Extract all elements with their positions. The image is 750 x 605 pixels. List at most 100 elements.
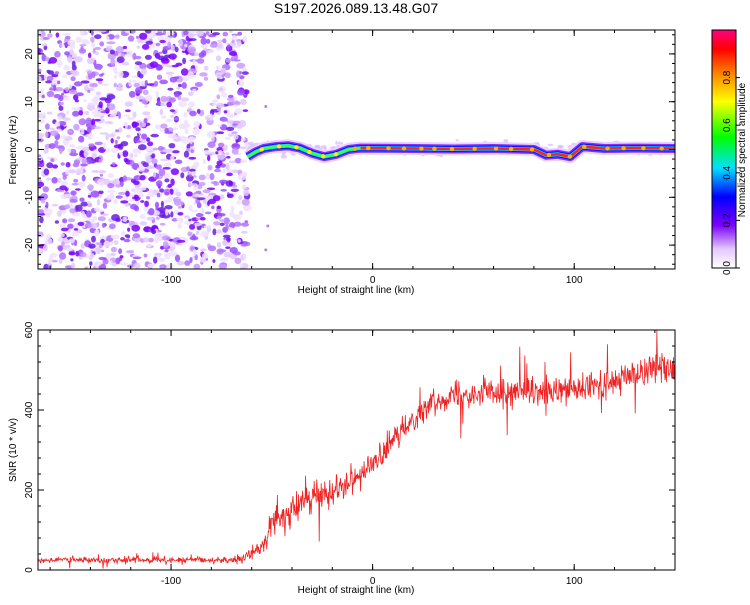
- noise-speck: [216, 106, 222, 112]
- noise-speck: [63, 64, 70, 71]
- noise-speck: [191, 209, 198, 213]
- noise-speck: [71, 182, 79, 186]
- halo-speck: [248, 141, 254, 146]
- noise-speck: [107, 189, 116, 193]
- noise-speck: [105, 253, 111, 259]
- noise-speck: [202, 158, 206, 165]
- noise-speck: [188, 101, 195, 108]
- noise-speck: [200, 207, 205, 214]
- noise-speck: [143, 118, 148, 124]
- noise-speck: [86, 126, 92, 133]
- noise-speck: [109, 223, 116, 229]
- noise-speck: [112, 162, 116, 166]
- noise-speck: [65, 162, 71, 168]
- noise-speck: [92, 114, 101, 118]
- track-hotspot: [276, 144, 282, 149]
- noise-speck: [242, 36, 248, 43]
- noise-speck: [243, 89, 250, 95]
- noise-speck: [192, 234, 196, 240]
- noise-speck: [176, 217, 184, 221]
- noise-speck: [184, 43, 188, 48]
- noise-speck: [76, 146, 84, 150]
- noise-speck: [111, 109, 118, 117]
- noise-speck: [91, 97, 99, 103]
- snr-panel: -100 0 100 0 200 400 600 Height of straight li…: [8, 321, 676, 596]
- noise-speck: [67, 229, 72, 233]
- colorbar-tick-label: 0.4: [722, 165, 733, 179]
- noise-speck: [78, 135, 85, 143]
- noise-speck: [42, 244, 48, 252]
- noise-speck: [140, 200, 145, 203]
- noise-speck: [127, 227, 131, 232]
- noise-speck: [219, 179, 228, 184]
- noise-speck: [38, 75, 42, 83]
- halo-speck: [455, 139, 460, 142]
- noise-speck: [121, 61, 130, 66]
- noise-speck: [164, 131, 174, 134]
- noise-speck: [145, 156, 152, 164]
- noise-speck: [68, 49, 74, 56]
- noise-speck: [211, 103, 218, 106]
- noise-speck: [228, 170, 232, 173]
- track-hotspot: [582, 144, 587, 149]
- noise-speck: [81, 211, 85, 218]
- noise-speck: [88, 143, 95, 147]
- noise-speck: [75, 188, 81, 191]
- noise-speck: [156, 192, 161, 198]
- noise-speck: [202, 189, 211, 194]
- noise-speck: [242, 241, 251, 247]
- noise-speck: [116, 86, 123, 92]
- noise-speck: [117, 191, 126, 195]
- bottom-axis-ticks: -100 0 100 0 200 400 600: [24, 321, 675, 587]
- noise-speck: [154, 201, 160, 208]
- noise-speck: [159, 108, 164, 116]
- noise-speck: [166, 101, 172, 108]
- noise-speck: [84, 266, 89, 269]
- noise-speck: [199, 248, 207, 252]
- noise-speck: [190, 164, 198, 170]
- noise-speck: [57, 245, 63, 252]
- noise-speck: [215, 74, 222, 78]
- noise-speck: [129, 153, 134, 158]
- noise-speck: [91, 152, 97, 159]
- noise-speck: [87, 200, 92, 205]
- noise-speck: [158, 168, 166, 177]
- noise-speck: [135, 184, 140, 189]
- y-tick-label: 0: [24, 146, 35, 152]
- noise-speck: [60, 162, 65, 166]
- noise-speck: [167, 87, 174, 91]
- noise-speck: [114, 71, 118, 75]
- noise-speck: [55, 145, 64, 149]
- noise-speck: [229, 222, 236, 229]
- noise-speck: [173, 117, 179, 121]
- noise-speck: [168, 97, 176, 103]
- noise-speck: [199, 72, 208, 77]
- noise-speck: [144, 80, 148, 87]
- noise-speck: [143, 253, 148, 258]
- noise-speck: [163, 162, 172, 168]
- noise-speck: [237, 79, 245, 87]
- noise-speck: [61, 74, 68, 78]
- noise-speck: [68, 144, 76, 148]
- noise-speck: [176, 86, 181, 90]
- noise-speck: [241, 222, 249, 227]
- noise-speck: [226, 172, 233, 177]
- noise-speck: [216, 215, 222, 220]
- noise-speck: [213, 168, 222, 173]
- noise-speck: [160, 158, 168, 162]
- noise-speck: [217, 142, 225, 148]
- noise-region: [38, 30, 675, 269]
- noise-speck: [47, 61, 52, 64]
- noise-speck: [156, 253, 161, 260]
- y-tick-label: 600: [24, 321, 35, 338]
- noise-speck: [57, 115, 63, 121]
- noise-speck: [141, 133, 148, 140]
- noise-speck: [138, 151, 142, 154]
- noise-speck: [181, 136, 190, 144]
- track-hotspot: [333, 152, 339, 157]
- noise-speck: [198, 174, 206, 181]
- noise-speck: [177, 206, 182, 209]
- noise-speck: [212, 259, 216, 263]
- noise-speck: [125, 121, 128, 130]
